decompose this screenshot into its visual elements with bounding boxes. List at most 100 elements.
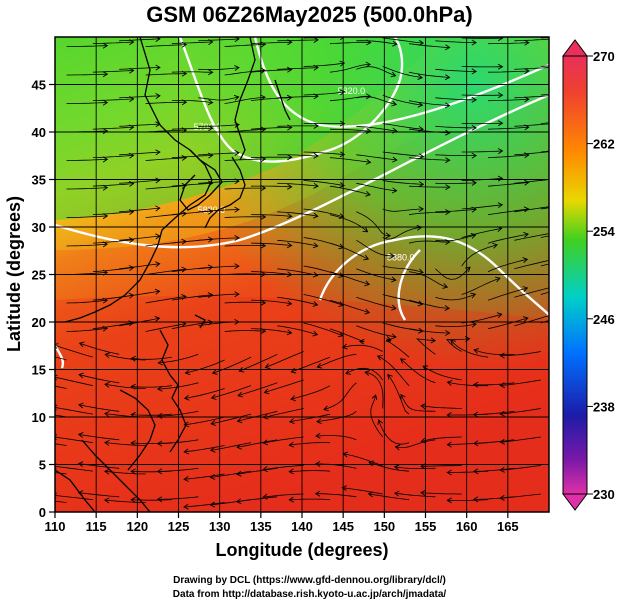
streamline-arrowhead bbox=[26, 380, 31, 385]
streamline-arrowhead bbox=[522, 286, 529, 292]
streamline-arrowhead bbox=[391, 100, 398, 107]
streamline-arrowhead bbox=[26, 439, 30, 444]
streamline bbox=[365, 371, 384, 409]
streamline bbox=[198, 180, 240, 184]
streamline-arrowhead bbox=[236, 417, 243, 424]
streamline bbox=[119, 179, 160, 184]
streamline bbox=[435, 125, 477, 129]
streamline-arrowhead bbox=[104, 410, 110, 417]
streamline bbox=[394, 466, 436, 469]
streamline-arrowhead bbox=[315, 432, 321, 439]
streamline-arrowhead bbox=[365, 190, 371, 197]
streamline bbox=[329, 157, 371, 163]
streamline-arrowhead bbox=[154, 315, 161, 322]
streamline-arrowhead bbox=[446, 497, 452, 504]
streamline bbox=[385, 338, 410, 358]
streamline-arrowhead bbox=[338, 213, 345, 220]
streamline-arrowhead bbox=[181, 266, 187, 273]
streamline-arrowhead bbox=[497, 202, 504, 209]
streamline-arrowhead bbox=[156, 440, 163, 447]
streamline bbox=[104, 442, 146, 446]
streamline-arrowhead bbox=[27, 349, 32, 354]
y-tick-label: 30 bbox=[32, 220, 46, 235]
streamline-arrowhead bbox=[392, 156, 398, 163]
streamline-arrowhead bbox=[446, 469, 452, 476]
streamline bbox=[131, 499, 172, 501]
streamline-arrowhead bbox=[366, 128, 372, 135]
streamline bbox=[250, 328, 292, 334]
streamline-arrowhead bbox=[288, 441, 295, 448]
streamline bbox=[277, 325, 318, 336]
streamline-arrowhead bbox=[365, 61, 371, 68]
streamline bbox=[461, 150, 503, 153]
streamline bbox=[408, 240, 450, 244]
streamline-arrowhead bbox=[312, 271, 319, 278]
streamline bbox=[145, 268, 187, 275]
streamline-arrowhead bbox=[316, 363, 323, 369]
streamline-arrowhead bbox=[417, 300, 424, 307]
streamline bbox=[435, 266, 471, 280]
streamline-arrowhead bbox=[392, 127, 398, 134]
streamline-arrowhead bbox=[391, 304, 397, 311]
streamline bbox=[224, 96, 266, 104]
streamline bbox=[450, 339, 489, 358]
streamline bbox=[488, 98, 529, 102]
streamline-arrowhead bbox=[522, 316, 529, 322]
streamline-arrowhead bbox=[499, 382, 506, 389]
streamline-arrowhead bbox=[155, 205, 161, 212]
streamline bbox=[461, 277, 501, 295]
streamline bbox=[329, 242, 369, 260]
streamline bbox=[79, 374, 120, 384]
streamline bbox=[92, 155, 134, 158]
coastlines bbox=[55, 37, 291, 512]
streamline-arrowhead bbox=[26, 468, 30, 473]
streamline bbox=[277, 268, 318, 276]
streamline-arrowhead bbox=[312, 242, 319, 249]
streamline bbox=[461, 122, 503, 125]
streamline bbox=[382, 94, 423, 106]
streamline-arrowhead bbox=[234, 263, 240, 270]
x-tick-label: 115 bbox=[86, 519, 107, 534]
streamline-arrowhead bbox=[524, 152, 530, 159]
streamline bbox=[66, 45, 108, 47]
streamline bbox=[184, 388, 225, 399]
streamline bbox=[119, 235, 160, 241]
streamline bbox=[540, 65, 549, 67]
streamline bbox=[55, 407, 93, 415]
streamline bbox=[224, 216, 266, 218]
streamline-arrowhead bbox=[339, 120, 346, 127]
streamline-arrowhead bbox=[471, 321, 477, 328]
streamline-arrowhead bbox=[104, 497, 110, 504]
streamline bbox=[540, 150, 549, 153]
streamline bbox=[184, 416, 225, 426]
streamline bbox=[55, 465, 93, 472]
streamline bbox=[368, 493, 410, 501]
streamline bbox=[356, 125, 397, 132]
streamline-arrowhead bbox=[260, 299, 267, 306]
streamline-arrowhead bbox=[418, 206, 424, 213]
colorbar-scale bbox=[562, 55, 588, 495]
streamline bbox=[289, 498, 331, 501]
streamline bbox=[184, 445, 225, 453]
streamline bbox=[210, 470, 252, 478]
streamline-arrowhead bbox=[260, 126, 267, 133]
streamline-arrowhead bbox=[472, 381, 479, 388]
streamline-arrowhead bbox=[444, 44, 451, 51]
colorbar: 270 262 254 246 238 230 bbox=[562, 39, 615, 511]
streamline bbox=[435, 182, 477, 184]
streamline-arrowhead bbox=[260, 213, 267, 220]
streamline-arrowhead bbox=[323, 405, 329, 412]
streamline bbox=[104, 383, 146, 389]
streamline-arrowhead bbox=[499, 438, 505, 445]
streamline-arrowhead bbox=[497, 63, 504, 70]
streamline-arrowhead bbox=[128, 209, 135, 215]
streamline bbox=[500, 351, 541, 356]
streamline-arrowhead bbox=[389, 253, 395, 259]
streamline-arrowhead bbox=[418, 153, 425, 160]
streamline bbox=[145, 296, 186, 304]
streamline bbox=[92, 126, 134, 130]
streamline bbox=[356, 66, 396, 77]
streamline bbox=[500, 465, 541, 471]
streamline-arrowhead bbox=[385, 232, 391, 239]
